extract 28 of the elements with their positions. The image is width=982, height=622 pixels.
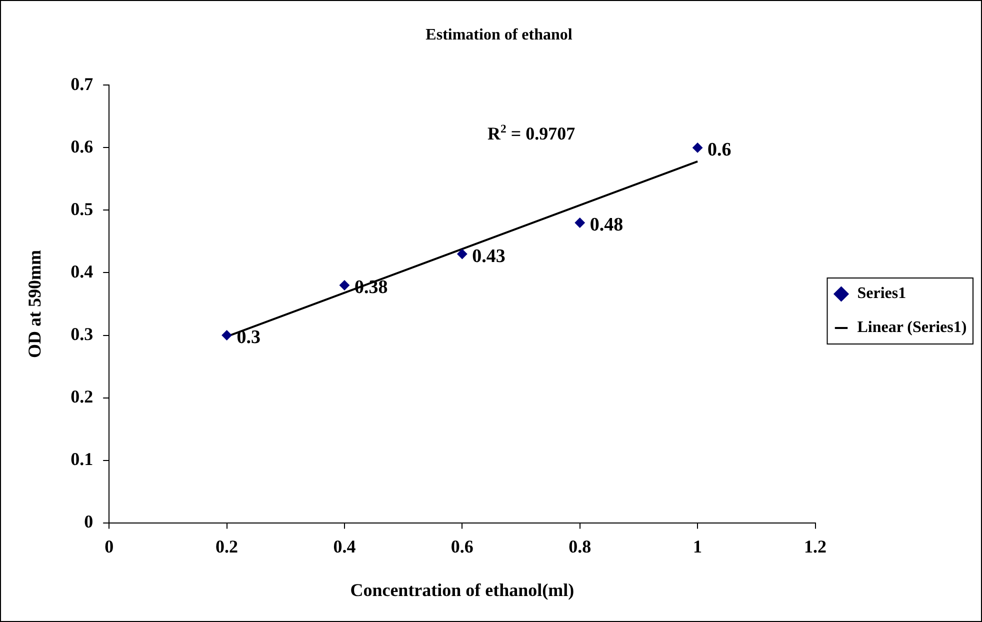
point xyxy=(574,218,585,228)
y-tick-label: 0.5 xyxy=(70,198,94,219)
x-tick-label: 1.2 xyxy=(804,536,826,556)
point xyxy=(692,142,703,153)
x-tick-label: 1 xyxy=(693,536,702,556)
x-tick-label: 0.8 xyxy=(568,536,592,556)
y-tick-label: 0.2 xyxy=(70,386,94,406)
y-tick-label: 0.1 xyxy=(70,448,94,469)
legend-label: Series1 xyxy=(857,285,906,302)
x-tick-label: 0.2 xyxy=(216,536,238,556)
point xyxy=(339,280,350,290)
y-axis-title: OD at 590mm xyxy=(24,250,44,358)
y-tick-label: 0.7 xyxy=(70,74,94,94)
data-label: 0.43 xyxy=(472,246,506,267)
point xyxy=(457,248,468,259)
x-tick-label: 0.4 xyxy=(333,536,356,556)
y-tick-label: 0 xyxy=(84,511,94,532)
x-tick-label: 0 xyxy=(104,536,114,556)
y-tick-label: 0.3 xyxy=(70,324,94,344)
data-label: 0.6 xyxy=(708,140,732,161)
legend-label: Linear (Series1) xyxy=(857,319,967,336)
y-tick-label: 0.6 xyxy=(70,136,94,156)
y-tick-label: 0.4 xyxy=(70,261,94,282)
point xyxy=(222,330,232,340)
chart-title: Estimation of ethanol xyxy=(426,26,573,44)
x-tick-label: 0.6 xyxy=(450,536,474,556)
x-axis-title: Concentration of ethanol(ml) xyxy=(350,580,574,600)
data-label: 0.48 xyxy=(590,214,624,236)
